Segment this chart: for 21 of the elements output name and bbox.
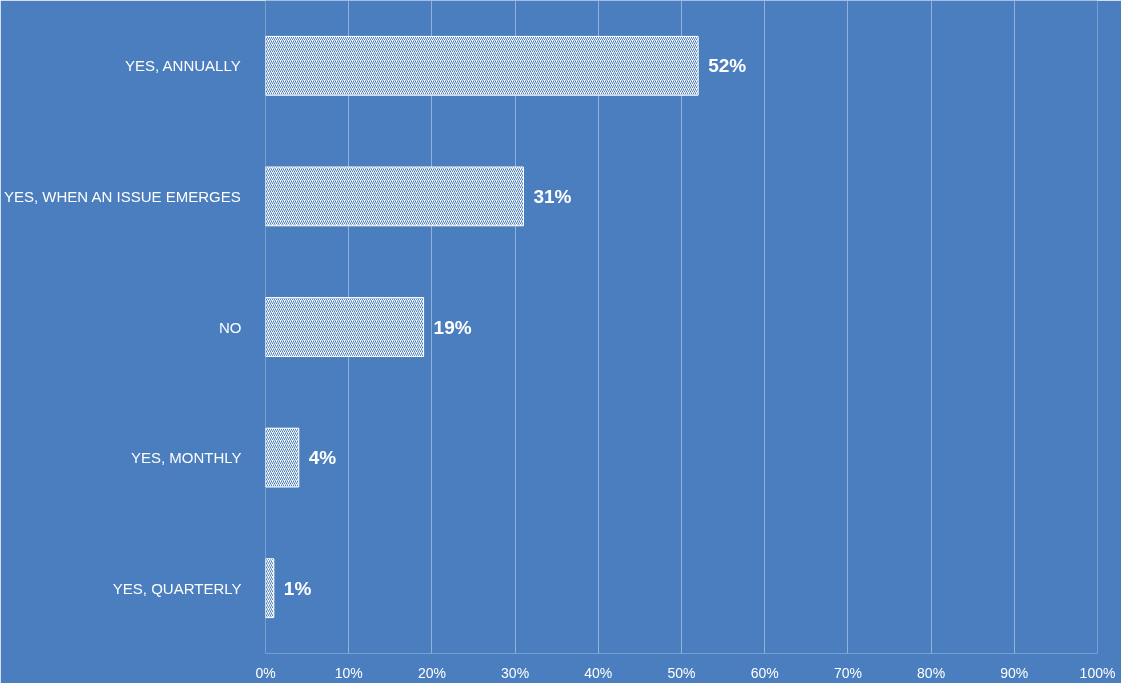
x-tick-label: 60%	[750, 664, 779, 681]
x-tick-label: 100%	[1079, 664, 1116, 681]
x-tick-label: 90%	[1000, 664, 1029, 681]
x-tick-label: 0%	[255, 664, 276, 681]
x-tick-label: 40%	[584, 664, 613, 681]
y-tick-label: YES, MONTHLY	[130, 449, 242, 467]
y-tick-label: YES, ANNUALLY	[125, 57, 241, 75]
y-tick-label: NO	[219, 318, 242, 336]
data-label: 19%	[433, 316, 472, 338]
data-label: 52%	[708, 55, 747, 77]
data-label: 4%	[308, 447, 337, 469]
x-tick-label: 80%	[917, 664, 946, 681]
x-tick-label: 10%	[334, 664, 363, 681]
x-tick-label: 20%	[417, 664, 446, 681]
data-label: 1%	[283, 577, 312, 599]
y-tick-label: YES, QUARTERLY	[112, 579, 242, 597]
y-tick-label: YES, WHEN AN ISSUE EMERGES	[3, 187, 241, 205]
x-tick-label: 50%	[667, 664, 696, 681]
data-label: 31%	[533, 185, 572, 207]
x-tick-label: 30%	[501, 664, 530, 681]
x-tick-label: 70%	[833, 664, 862, 681]
